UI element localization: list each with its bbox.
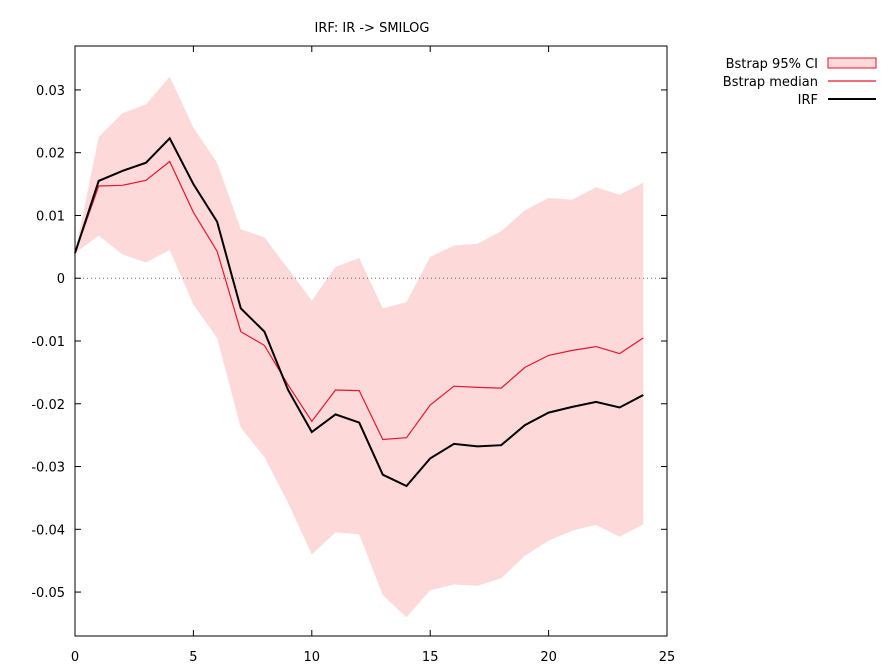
irf-line [74,136,644,488]
x-tick-label: 20 [540,650,557,665]
y-tick-label: 0.03 [36,84,65,99]
y-tick-label: 0 [57,272,65,287]
x-axis-ticks: 0 5 10 15 20 25 [71,46,675,665]
y-tick-label: -0.01 [31,335,65,350]
x-tick-label: 5 [189,650,197,665]
y-tick-label: -0.04 [31,523,65,538]
series-lines-layer [74,136,644,488]
ci-band [75,76,644,618]
legend: Bstrap 95% CI Bstrap median IRF [723,57,877,108]
legend-label: Bstrap median [723,75,818,90]
legend-label: Bstrap 95% CI [726,57,818,72]
y-tick-label: 0.02 [36,147,65,162]
legend-label: IRF [798,93,818,108]
x-tick-label: 15 [422,650,439,665]
x-tick-label: 25 [659,650,676,665]
y-tick-label: -0.05 [31,586,65,601]
x-tick-label: 0 [71,650,79,665]
y-tick-label: -0.03 [31,461,65,476]
y-tick-label: -0.02 [31,398,65,413]
chart-title: IRF: IR -> SMILOG [315,21,430,36]
legend-swatch-band [827,57,877,69]
y-tick-label: 0.01 [36,209,65,224]
median-line [74,160,644,441]
y-axis-ticks: 0.03 0.02 0.01 0 -0.01 -0.02 -0.03 -0.04 -0.05 [31,84,667,601]
x-tick-label: 10 [304,650,321,665]
ci-band-layer [75,76,644,618]
